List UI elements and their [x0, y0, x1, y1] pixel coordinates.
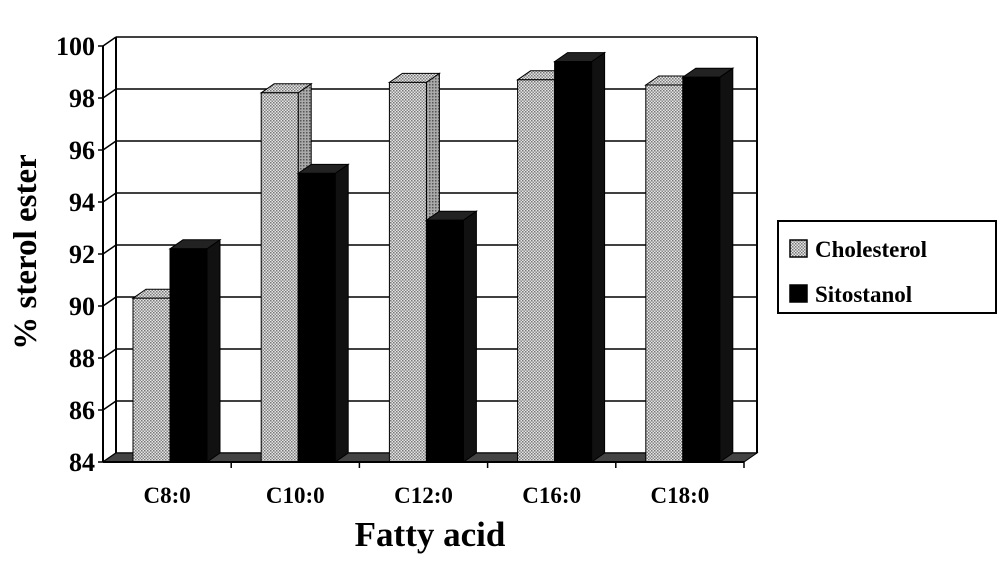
y-tick-label: 88: [69, 344, 95, 373]
axes: 84 86 88 90 92 94 96 98 100 C8:0 C10:0 C12:0 C16:0 C1…: [56, 32, 745, 508]
y-tick-label: 86: [69, 396, 95, 425]
x-tick-label: C8:0: [143, 483, 190, 508]
bar-front: [682, 76, 721, 463]
legend: Cholesterol Sitostanol: [777, 220, 997, 314]
bar-side: [206, 238, 221, 463]
y-axis-label: % sterol ester: [8, 154, 44, 349]
bar-sitostanol-C12:0: [424, 210, 479, 463]
bar-front: [132, 297, 171, 463]
legend-swatch-sitostanol: [789, 284, 808, 303]
gridline-side: [102, 140, 117, 151]
x-tick-label: C18:0: [651, 483, 710, 508]
bar-front: [169, 248, 208, 463]
bar-front: [297, 172, 336, 463]
bar-sitostanol-C8:0: [168, 238, 222, 463]
gridline-side: [102, 244, 117, 255]
gridline-side: [102, 348, 117, 359]
x-tick-label: C10:0: [266, 483, 325, 508]
x-tick-label: C16:0: [522, 483, 581, 508]
bar-side: [462, 210, 477, 463]
y-tick-label: 96: [69, 136, 95, 165]
legend-box: [777, 220, 997, 314]
bar-front: [388, 81, 427, 463]
gridline-side: [102, 192, 117, 203]
bar-sitostanol-C18:0: [681, 67, 735, 463]
gridline-side: [102, 296, 117, 307]
bar-front: [260, 92, 299, 463]
y-tick-label: 98: [69, 84, 95, 113]
bar-side: [719, 67, 734, 463]
y-tick-label: 90: [69, 292, 95, 321]
bar-side: [591, 51, 606, 463]
legend-swatch-cholesterol: [789, 239, 808, 258]
bar-front: [517, 79, 556, 463]
bar-sitostanol-C10:0: [296, 163, 350, 463]
y-tick-label: 100: [56, 32, 95, 61]
bar-front: [425, 219, 464, 463]
gridline-side: [102, 36, 117, 47]
x-tick-label: C12:0: [394, 483, 453, 508]
bar-side: [334, 163, 349, 463]
gridline-side: [102, 400, 117, 411]
y-tick-label: 84: [69, 448, 95, 477]
y-tick-label: 92: [69, 240, 95, 269]
legend-label-cholesterol: Cholesterol: [815, 237, 927, 262]
bar-front: [554, 61, 593, 463]
bar-sitostanol-C16:0: [552, 51, 607, 463]
legend-label-sitostanol: Sitostanol: [815, 282, 912, 307]
x-axis-label: Fatty acid: [355, 515, 506, 554]
bar-front: [645, 84, 684, 463]
gridline-side: [102, 88, 117, 99]
y-tick-label: 94: [69, 188, 95, 217]
